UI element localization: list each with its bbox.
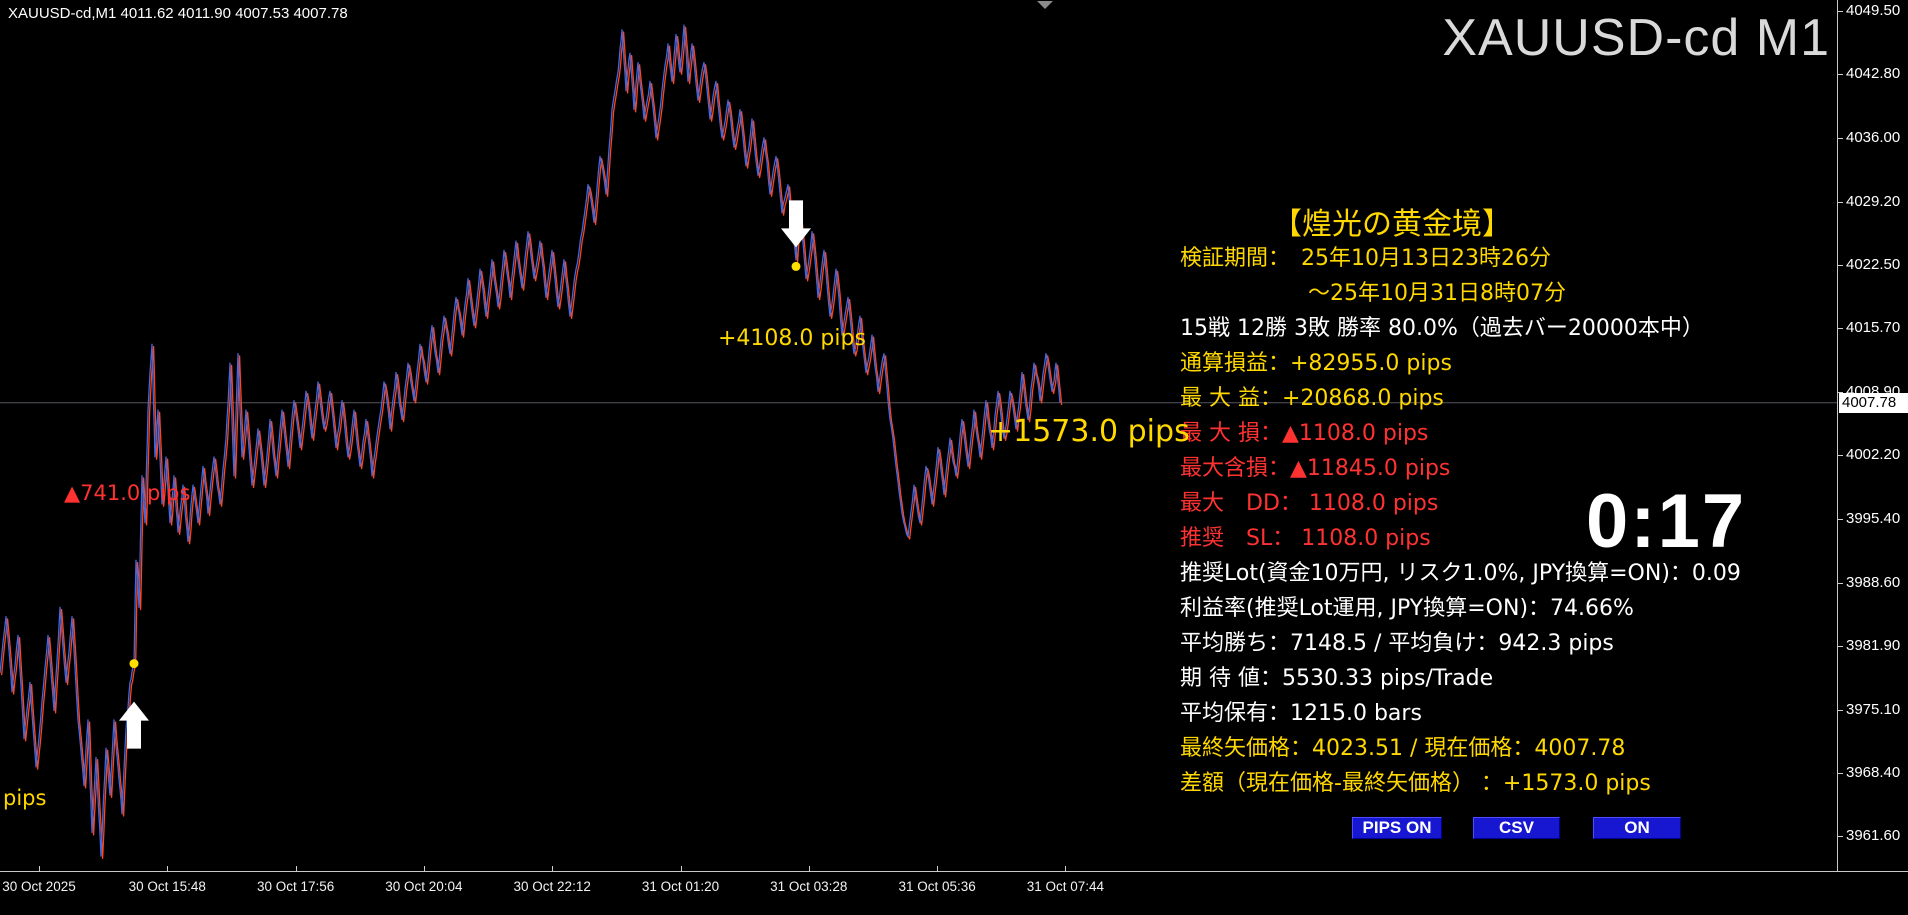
stats-line-saidai-eki: 最 大 益：+20868.0 pips (1180, 386, 1444, 411)
price-line-red (0, 26, 1063, 859)
price-axis-tick (1838, 11, 1843, 12)
chart-shift-triangle-icon (1037, 1, 1053, 9)
time-axis-tick (808, 866, 810, 871)
time-axis-tick (167, 866, 169, 871)
price-axis-tick (1838, 392, 1843, 394)
time-axis-tick (295, 866, 297, 871)
time-axis-label: 30 Oct 17:56 (256, 879, 335, 894)
annotation-pips-partial: pips (3, 786, 47, 810)
price-axis-tick (1838, 582, 1843, 584)
time-axis-label: 31 Oct 07:44 (1026, 879, 1105, 894)
stats-line-tsusan-soneki: 通算損益：+82955.0 pips (1180, 351, 1452, 376)
stats-line-heikin-kachi: 平均勝ち：7148.5 / 平均負け：942.3 pips (1180, 631, 1614, 656)
price-axis-label: 4042.80 (1846, 64, 1901, 82)
stats-line-suisho-lot: 推奨Lot(資金10万円, リスク1.0%, JPY換算=ON)：0.09 (1180, 561, 1741, 586)
price-axis-tick (1838, 709, 1843, 711)
annotation-minus-741: ▲741.0 pips (64, 481, 191, 505)
time-axis-border (0, 871, 1908, 872)
price-axis-tick (1838, 772, 1843, 774)
price-axis-tick (1838, 264, 1843, 266)
stats-line-suisho-sl: 推奨 SL： 1108.0 pips (1180, 526, 1431, 551)
up-arrow-icon (119, 701, 149, 749)
price-axis[interactable]: 4049.50 4042.80 4036.00 4029.20 4022.50 4015.… (1837, 0, 1908, 871)
time-axis-tick (1065, 866, 1067, 871)
countdown-timer: 0:17 (1586, 479, 1747, 564)
price-axis-label: 4002.20 (1846, 446, 1901, 464)
price-axis-label: 4015.70 (1846, 319, 1901, 337)
price-axis-label: 4022.50 (1846, 255, 1901, 273)
price-axis-label: 3995.40 (1846, 509, 1901, 527)
entry-dot (129, 659, 139, 669)
stats-line-saishu-ya-kakaku: 最終矢価格：4023.51 / 現在価格：4007.78 (1180, 736, 1626, 761)
stats-line-saidai-dd: 最大 DD： 1108.0 pips (1180, 491, 1439, 516)
on-button[interactable]: ON (1593, 817, 1681, 839)
price-axis-label: 3961.60 (1846, 827, 1901, 845)
time-axis-label: 31 Oct 05:36 (898, 879, 976, 894)
time-axis-tick (552, 866, 554, 871)
time-axis-label: 30 Oct 20:04 (385, 879, 463, 894)
stats-line-heikin-hoyu: 平均保有：1215.0 bars (1180, 701, 1422, 726)
price-axis-label: 4029.20 (1846, 192, 1901, 210)
stats-line-kensho-kikan: 検証期間： 25年10月13日23時26分 (1180, 246, 1551, 271)
time-axis-label: 30 Oct 2025 (2, 879, 76, 894)
time-axis-tick (937, 866, 939, 871)
price-line-blue (0, 24, 1061, 857)
price-axis-tick (1838, 328, 1843, 330)
price-axis-tick (1838, 518, 1843, 520)
current-price-tag: 4007.78 (1839, 392, 1908, 413)
time-axis-label: 31 Oct 01:20 (641, 879, 720, 894)
price-axis-tick (1838, 455, 1843, 457)
price-axis-tick (1838, 201, 1843, 203)
stats-line-saidai-ganson: 最大含損：▲11845.0 pips (1180, 456, 1451, 481)
stats-line-kitaichi: 期 待 値：5530.33 pips/Trade (1180, 666, 1494, 691)
symbol-watermark: XAUUSD-cd M1 (1442, 9, 1830, 67)
time-axis-label: 30 Oct 22:12 (513, 879, 591, 894)
time-axis[interactable]: 30 Oct 2025 30 Oct 15:48 30 Oct 17:56 30 Oc… (0, 872, 1908, 906)
time-axis-label: 30 Oct 15:48 (128, 879, 206, 894)
price-axis-tick (1838, 645, 1843, 647)
time-axis-tick (423, 866, 425, 871)
price-axis-tick (1838, 137, 1843, 139)
csv-button[interactable]: CSV (1473, 817, 1560, 839)
stats-line-saidai-son: 最 大 損：▲1108.0 pips (1180, 421, 1429, 446)
annotation-plus-1573: +1573.0 pips (988, 414, 1190, 449)
stats-line-kensho-kikan-end: ～25年10月31日8時07分 (1308, 281, 1566, 306)
down-arrow-icon (781, 200, 811, 248)
price-axis-label: 3975.10 (1846, 700, 1901, 718)
price-axis-label: 3968.40 (1846, 763, 1901, 781)
stats-line-sagaku: 差額（現在価格-最終矢価格） ：+1573.0 pips (1180, 771, 1651, 796)
price-axis-border (1837, 0, 1838, 871)
entry-dot (791, 261, 801, 271)
price-axis-tick (1838, 836, 1843, 838)
annotation-plus-4108: +4108.0 pips (718, 326, 866, 351)
price-axis-tick (1838, 73, 1843, 75)
stats-line-senseki: 15戦 12勝 3敗 勝率 80.0%（過去バー20000本中） (1180, 316, 1704, 341)
price-axis-label: 3988.60 (1846, 573, 1901, 591)
price-axis-label: 4049.50 (1846, 2, 1901, 19)
price-chart-canvas[interactable] (0, 0, 1837, 871)
price-axis-label: 4036.00 (1846, 128, 1901, 146)
time-axis-label: 31 Oct 03:28 (770, 879, 848, 894)
stats-line-riekiritsu: 利益率(推奨Lot運用, JPY換算=ON)：74.66% (1180, 596, 1634, 621)
panel-title: 【煌光の黄金境】 (1272, 207, 1512, 242)
time-axis-tick (680, 866, 682, 871)
pips-on-button[interactable]: PIPS ON (1352, 817, 1442, 839)
price-axis-label: 3981.90 (1846, 636, 1901, 654)
chart-ohlc-title: XAUUSD-cd,M1 4011.62 4011.90 4007.53 400… (8, 5, 348, 22)
time-axis-tick (39, 866, 40, 871)
